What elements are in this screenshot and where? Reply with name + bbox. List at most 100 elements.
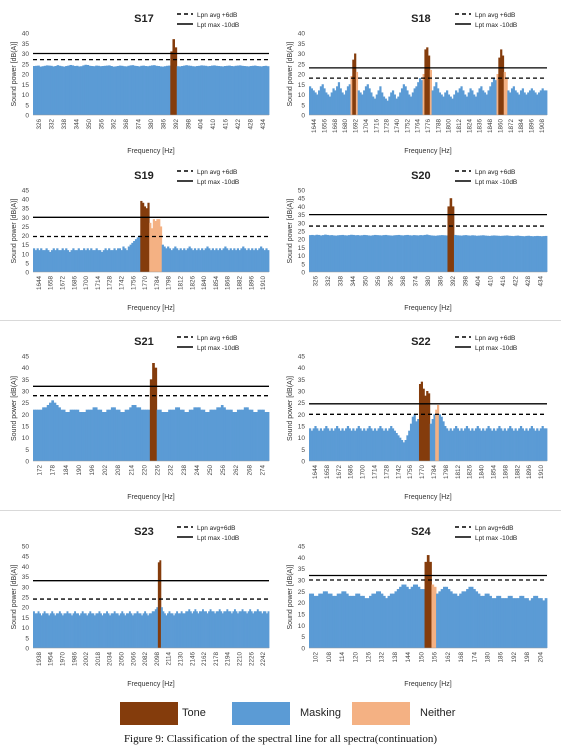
masking-bar <box>106 611 108 648</box>
masking-bar <box>223 407 226 461</box>
masking-bar <box>512 598 516 648</box>
masking-bar <box>99 409 103 461</box>
masking-bar <box>42 407 45 461</box>
masking-bar <box>85 409 89 461</box>
legend-line-label: Lpn avg +6dB <box>197 12 237 19</box>
neither-bar <box>152 219 155 272</box>
masking-bar <box>492 428 496 461</box>
x-tick-label: 416 <box>500 276 507 287</box>
masking-bar <box>355 428 359 461</box>
masking-bar <box>410 586 414 648</box>
masking-bar <box>392 593 395 648</box>
masking-bar <box>323 428 326 461</box>
masking-bar <box>312 428 315 461</box>
masking-bar <box>488 235 492 272</box>
masking-bar <box>509 426 512 461</box>
masking-bar <box>525 428 528 461</box>
masking-bar <box>327 94 330 115</box>
x-tick-label: 344 <box>350 276 357 287</box>
masking-bar <box>458 88 461 115</box>
masking-bar <box>486 593 490 648</box>
y-tick-label: 15 <box>298 245 306 252</box>
legend-item-masking: Masking <box>232 697 352 731</box>
x-tick-label: 214 <box>128 465 135 476</box>
masking-bar <box>71 409 75 461</box>
masking-bar <box>484 593 488 648</box>
masking-bar <box>334 90 337 115</box>
masking-bar <box>93 615 96 648</box>
masking-bar <box>370 428 373 461</box>
masking-bar <box>250 409 254 461</box>
masking-bar <box>55 405 59 461</box>
masking-bar <box>121 611 124 648</box>
y-tick-label: 35 <box>298 41 306 48</box>
neither-bar <box>355 71 359 115</box>
masking-bar <box>110 613 113 648</box>
masking-bar <box>497 235 500 272</box>
masking-bar <box>249 609 252 648</box>
masking-bar <box>541 426 544 461</box>
masking-bar <box>56 248 59 272</box>
chart-title: S18 <box>411 13 431 25</box>
masking-bar <box>311 234 314 272</box>
masking-bar <box>399 92 402 115</box>
x-tick-label: 368 <box>123 119 130 130</box>
masking-bar <box>363 234 366 272</box>
y-tick-label: 15 <box>22 82 30 89</box>
masking-bar <box>399 235 403 272</box>
masking-bar <box>209 409 213 461</box>
x-tick-label: 204 <box>537 652 544 663</box>
x-tick-label: 1884 <box>518 119 525 134</box>
masking-bar <box>148 613 151 648</box>
x-tick-label: 1728 <box>384 119 391 134</box>
masking-bar <box>179 613 182 648</box>
y-tick-label: 30 <box>22 51 30 58</box>
masking-bar <box>371 235 375 272</box>
x-tick-label: 380 <box>425 276 432 287</box>
masking-bar <box>525 94 528 115</box>
masking-bar <box>409 423 413 461</box>
masking-bar <box>415 86 418 115</box>
masking-bar <box>168 248 172 272</box>
masking-bar <box>267 250 270 272</box>
y-tick-label: 25 <box>22 400 30 407</box>
masking-bar <box>104 613 107 648</box>
masking-bar <box>449 591 453 648</box>
masking-bar <box>236 409 240 461</box>
masking-bar <box>415 421 418 461</box>
masking-bar <box>200 409 203 461</box>
x-tick-label: 202 <box>102 465 109 476</box>
masking-bar <box>241 65 244 115</box>
masking-bar <box>514 235 518 272</box>
masking-bar <box>69 64 73 115</box>
legend-line-label: Lpt max -10dB <box>475 535 517 542</box>
masking-bar <box>400 88 404 115</box>
x-tick-label: 1770 <box>142 276 149 291</box>
masking-bar <box>341 428 344 461</box>
y-tick-label: 10 <box>22 435 30 442</box>
masking-bar <box>501 235 505 272</box>
masking-bar <box>529 236 533 272</box>
masking-bar <box>196 66 199 115</box>
x-tick-label: 1756 <box>130 276 137 291</box>
masking-bar <box>417 82 420 115</box>
masking-bar <box>83 412 87 461</box>
masking-bar <box>183 248 186 272</box>
masking-bar <box>411 92 414 115</box>
x-tick-label: 2178 <box>213 652 220 667</box>
masking-bar <box>109 250 113 272</box>
masking-bar <box>242 246 245 272</box>
masking-bar <box>455 90 458 115</box>
masking-bar <box>97 65 100 115</box>
masking-bar <box>350 595 354 648</box>
masking-bar <box>161 66 165 115</box>
masking-bar <box>247 66 251 115</box>
masking-bar <box>168 65 171 115</box>
x-tick-label: 1686 <box>71 276 78 291</box>
masking-bar <box>88 65 92 115</box>
masking-bar <box>168 409 171 461</box>
masking-bar <box>138 613 140 648</box>
masking-bar <box>145 409 148 461</box>
masking-bar <box>534 92 537 115</box>
masking-bar <box>244 611 247 648</box>
